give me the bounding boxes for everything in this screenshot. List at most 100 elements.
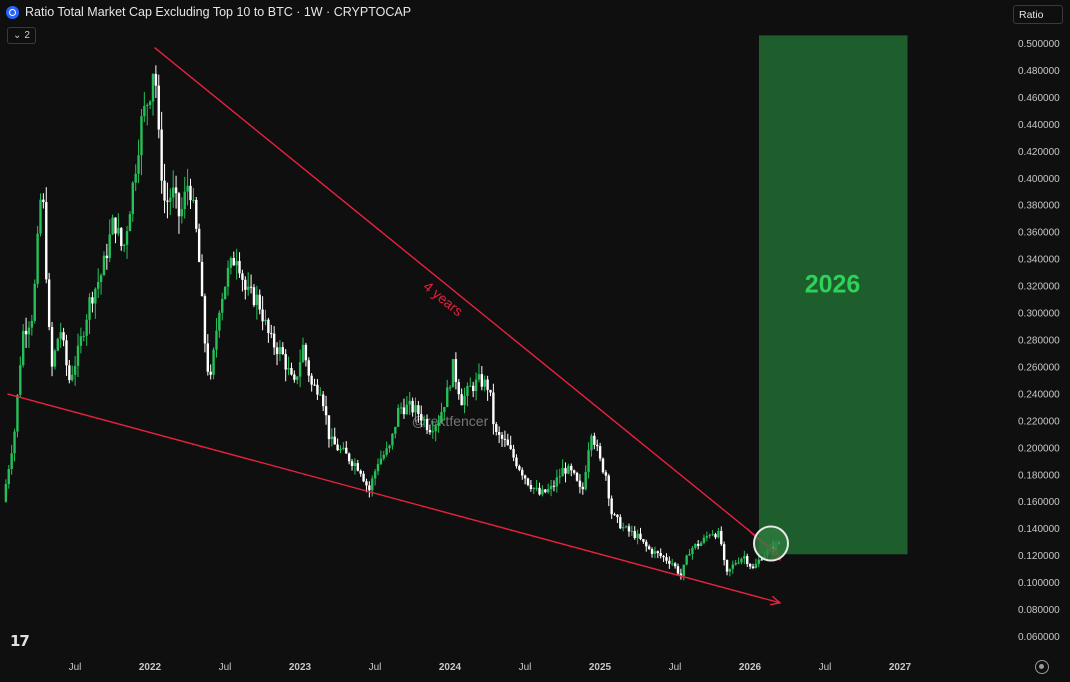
candle-body	[96, 282, 100, 289]
candle-body	[209, 371, 212, 375]
candle-body	[561, 468, 564, 477]
candle-body	[45, 202, 48, 280]
candle-body	[166, 200, 169, 202]
y-tick-label: 0.400000	[1018, 174, 1060, 185]
y-tick-label: 0.340000	[1018, 255, 1060, 266]
candle-body	[232, 258, 235, 266]
candle-body	[50, 326, 54, 367]
candle-body	[226, 267, 230, 287]
candle-body	[696, 543, 700, 546]
y-tick-label: 0.120000	[1018, 551, 1060, 562]
candle-body	[558, 476, 561, 478]
candle-body	[394, 426, 397, 434]
candle-body	[186, 185, 189, 192]
price-scale-mode-button[interactable]: Ratio	[1013, 5, 1063, 24]
candle-body	[85, 319, 88, 336]
candle-body	[197, 228, 201, 262]
candle-body	[665, 557, 668, 561]
candle-body	[477, 374, 481, 380]
tradingview-logo[interactable]: 17	[10, 632, 30, 650]
x-tick-label: 2027	[889, 662, 912, 673]
candle-body	[62, 332, 65, 341]
candle-body	[578, 480, 582, 487]
candle-body	[272, 333, 276, 348]
candle-body	[549, 485, 553, 490]
candle-body	[538, 487, 541, 495]
candle-body	[345, 447, 348, 454]
candle-body	[607, 475, 610, 499]
y-tick-label: 0.080000	[1018, 605, 1060, 616]
candle-body	[99, 275, 103, 283]
candle-body	[82, 335, 85, 337]
candle-body	[249, 286, 253, 288]
candle-body	[120, 227, 123, 247]
candle-body	[598, 446, 602, 459]
candle-body	[246, 286, 250, 290]
candle-body	[301, 344, 305, 363]
x-tick-label: 2026	[739, 662, 762, 673]
y-tick-label: 0.500000	[1018, 39, 1060, 50]
candle-body	[65, 340, 68, 366]
candle-body	[275, 347, 279, 355]
candle-body	[235, 260, 238, 266]
candle-body	[304, 344, 308, 361]
candle-body	[587, 450, 590, 472]
trendline-label-bg	[413, 273, 472, 326]
candle-body	[47, 279, 51, 327]
x-tick-label: Jul	[669, 662, 682, 673]
candle-body	[754, 563, 758, 569]
candle-body	[183, 191, 186, 210]
settings-gear-icon[interactable]	[1035, 660, 1049, 674]
candle-body	[627, 526, 631, 532]
candle-body	[604, 472, 608, 476]
candle-body	[330, 436, 334, 440]
candle-body	[241, 273, 244, 280]
candle-body	[431, 431, 435, 433]
candle-body	[307, 360, 310, 376]
lower-trendline[interactable]	[7, 393, 781, 604]
candle-body	[30, 320, 34, 328]
candle-body	[347, 453, 351, 462]
candle-body	[391, 433, 394, 446]
candle-body	[471, 385, 475, 392]
candle-body	[515, 457, 518, 467]
x-tick-label: Jul	[219, 662, 232, 673]
candle-body	[189, 185, 192, 201]
candle-body	[321, 394, 325, 407]
candle-body	[76, 345, 80, 366]
chart-title[interactable]: Ratio Total Market Cap Excluding Top 10 …	[25, 5, 412, 19]
candle-body	[342, 447, 345, 449]
candle-body	[497, 431, 501, 435]
candle-body	[457, 381, 460, 395]
candle-body	[679, 573, 683, 576]
candle-body	[33, 283, 36, 321]
candle-body	[238, 260, 241, 274]
candle-body	[174, 187, 178, 194]
y-tick-label: 0.060000	[1018, 632, 1060, 643]
candle-body	[734, 562, 737, 565]
candle-body	[601, 458, 605, 473]
candle-body	[10, 453, 13, 469]
upper-trendline[interactable]	[154, 46, 781, 557]
indicators-toggle[interactable]: ⌄ 2	[7, 27, 36, 44]
candle-body	[621, 527, 625, 529]
y-tick-label: 0.320000	[1018, 282, 1060, 293]
candle-body	[339, 448, 342, 451]
candle-body	[596, 444, 599, 447]
candle-body	[39, 199, 42, 234]
candle-body	[656, 551, 660, 554]
scale-label: Ratio	[1019, 8, 1044, 21]
candle-body	[639, 533, 642, 540]
candle-body	[79, 336, 83, 346]
candle-body	[336, 444, 339, 451]
candle-body	[131, 182, 135, 215]
candle-body	[402, 407, 406, 415]
candle-body	[267, 319, 270, 334]
y-tick-label: 0.460000	[1018, 93, 1060, 104]
candle-body	[59, 332, 62, 339]
y-tick-label: 0.160000	[1018, 497, 1060, 508]
candle-body	[192, 199, 195, 201]
y-tick-label: 0.360000	[1018, 228, 1060, 239]
candle-body	[258, 294, 261, 310]
